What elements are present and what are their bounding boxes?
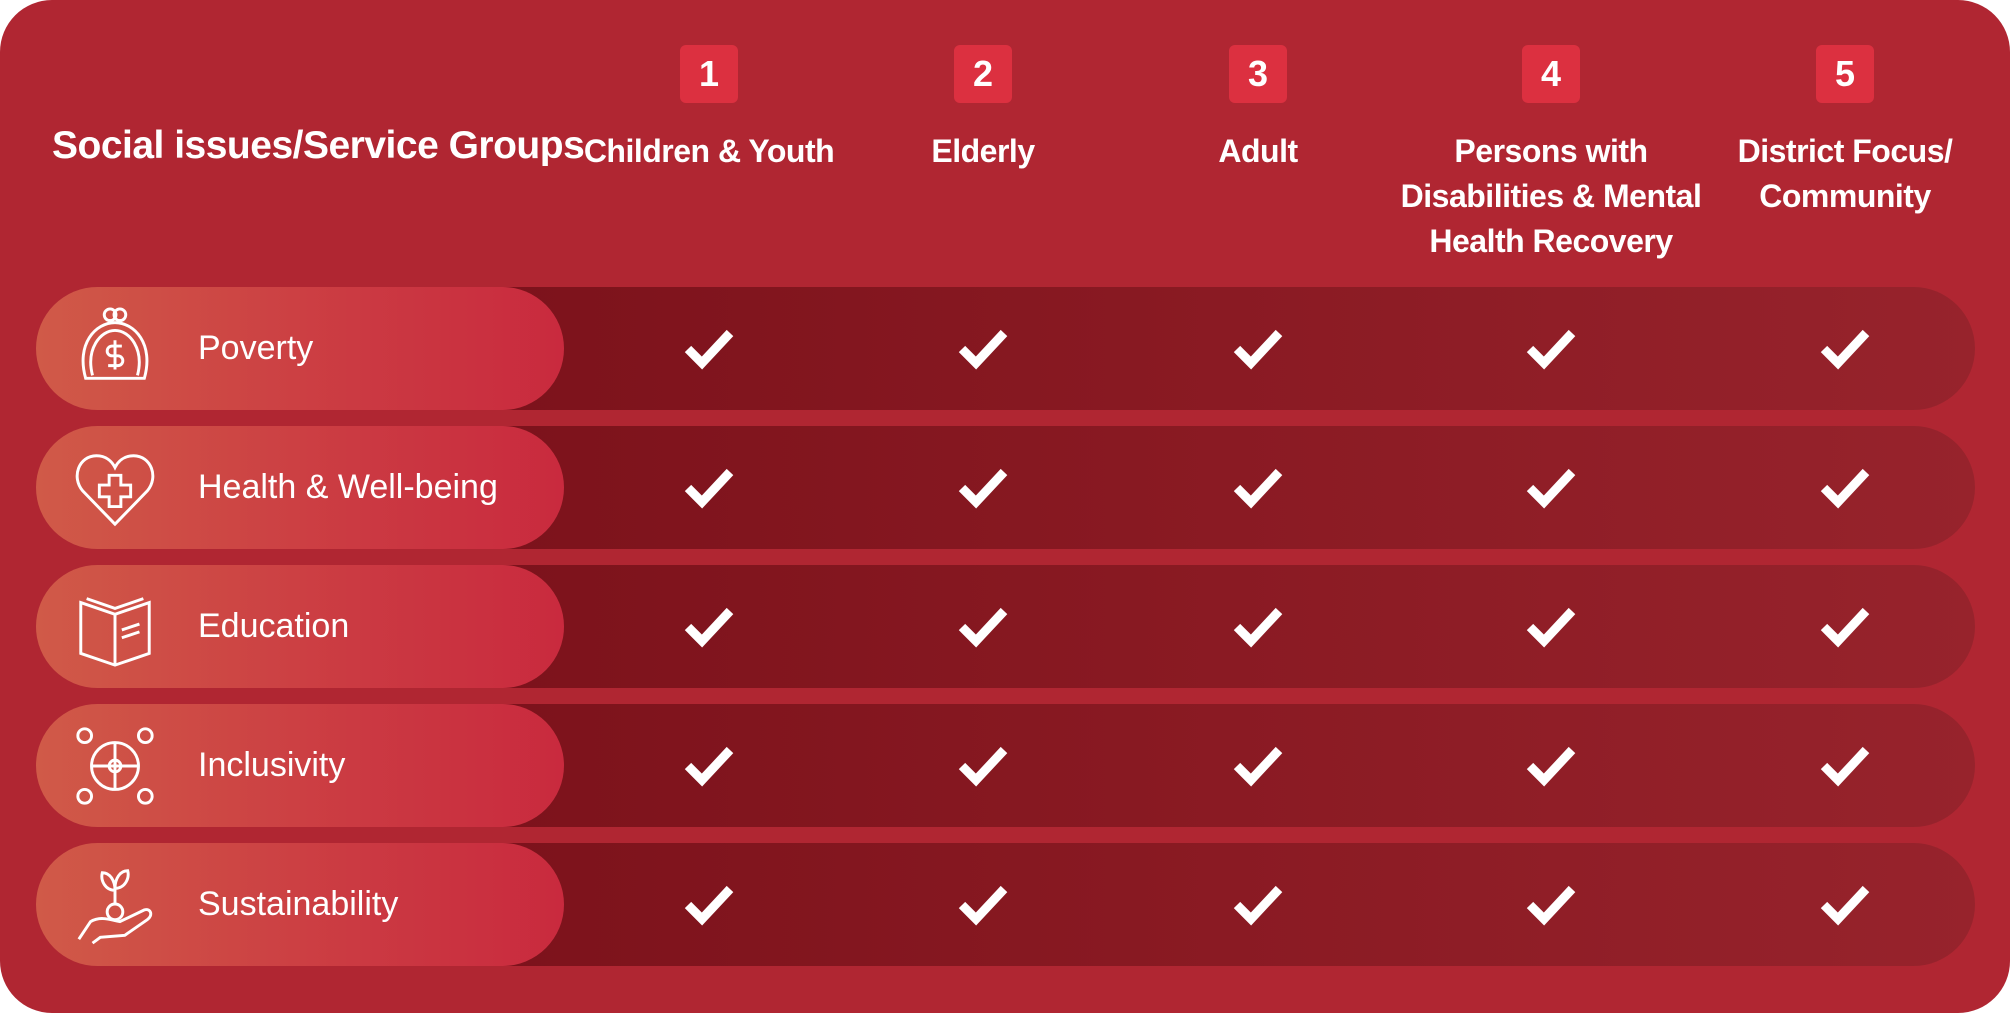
checkmark-icon	[958, 468, 1008, 509]
checkmark-icon	[1820, 885, 1870, 926]
checkmark-icon	[1526, 746, 1576, 787]
row-band	[476, 565, 1975, 688]
matrix-row: Inclusivity	[36, 704, 1975, 827]
matrix-row: Poverty	[36, 287, 1975, 410]
checkmark-icon	[958, 607, 1008, 648]
column-header-5: 5 District Focus/ Community	[1675, 45, 2010, 219]
column-header-2: 2 Elderly	[813, 45, 1153, 174]
column-label: Adult	[1218, 133, 1298, 169]
puzzle-people-icon	[76, 727, 154, 805]
matrix-row: Health & Well-being	[36, 426, 1975, 549]
column-number-badge: 5	[1816, 45, 1874, 103]
checkmark-icon	[1233, 468, 1283, 509]
checkmark-icon	[684, 607, 734, 648]
heart-cross-icon	[75, 454, 155, 527]
column-header-1: 1 Children & Youth	[539, 45, 879, 174]
row-label: Health & Well-being	[198, 468, 498, 506]
matrix-row: Education	[36, 565, 1975, 688]
checkmark-icon	[1820, 468, 1870, 509]
checkmark-icon	[684, 329, 734, 370]
row-label-pill: Inclusivity	[36, 704, 564, 827]
checkmark-icon	[958, 885, 1008, 926]
row-label: Poverty	[198, 329, 314, 367]
row-label: Sustainability	[198, 885, 399, 923]
hand-sprout-icon	[77, 869, 153, 945]
checkmark-icon	[1820, 607, 1870, 648]
checkmark-icon	[1233, 607, 1283, 648]
row-label-pill: Education	[36, 565, 564, 688]
checkmark-icon	[1820, 746, 1870, 787]
column-label: Children & Youth	[583, 133, 835, 169]
column-number-badge: 4	[1522, 45, 1580, 103]
checkmark-icon	[684, 885, 734, 926]
row-band	[476, 704, 1975, 827]
row-label-pill: Health & Well-being	[36, 426, 564, 549]
checkmark-icon	[1233, 885, 1283, 926]
column-label: District Focus/ Community	[1737, 133, 1953, 214]
checkmark-icon	[958, 746, 1008, 787]
column-label: Persons with Disabilities & Mental Healt…	[1400, 133, 1702, 259]
checkmark-icon	[684, 746, 734, 787]
row-label-pill: Poverty	[36, 287, 564, 410]
column-number-badge: 1	[680, 45, 738, 103]
row-label-pill: Sustainability	[36, 843, 564, 966]
book-icon	[79, 597, 151, 667]
matrix-title: Social issues/Service Groups	[52, 124, 585, 167]
row-band	[476, 287, 1975, 410]
matrix-row: Sustainability	[36, 843, 1975, 966]
checkmark-icon	[1526, 607, 1576, 648]
column-header-4: 4 Persons with Disabilities & Mental Heal…	[1381, 45, 1721, 264]
checkmark-icon	[1526, 468, 1576, 509]
column-number-badge: 3	[1229, 45, 1287, 103]
checkmark-icon	[958, 329, 1008, 370]
column-label: Elderly	[931, 133, 1035, 169]
checkmark-icon	[1526, 329, 1576, 370]
row-label: Inclusivity	[198, 746, 346, 784]
checkmark-icon	[1526, 885, 1576, 926]
coin-purse-icon	[81, 307, 149, 380]
column-header-3: 3 Adult	[1088, 45, 1428, 174]
checkmark-icon	[1233, 329, 1283, 370]
column-number-badge: 2	[954, 45, 1012, 103]
checkmark-icon	[684, 468, 734, 509]
row-band	[476, 426, 1975, 549]
row-label: Education	[198, 607, 350, 645]
row-band	[476, 843, 1975, 966]
checkmark-icon	[1233, 746, 1283, 787]
checkmark-icon	[1820, 329, 1870, 370]
